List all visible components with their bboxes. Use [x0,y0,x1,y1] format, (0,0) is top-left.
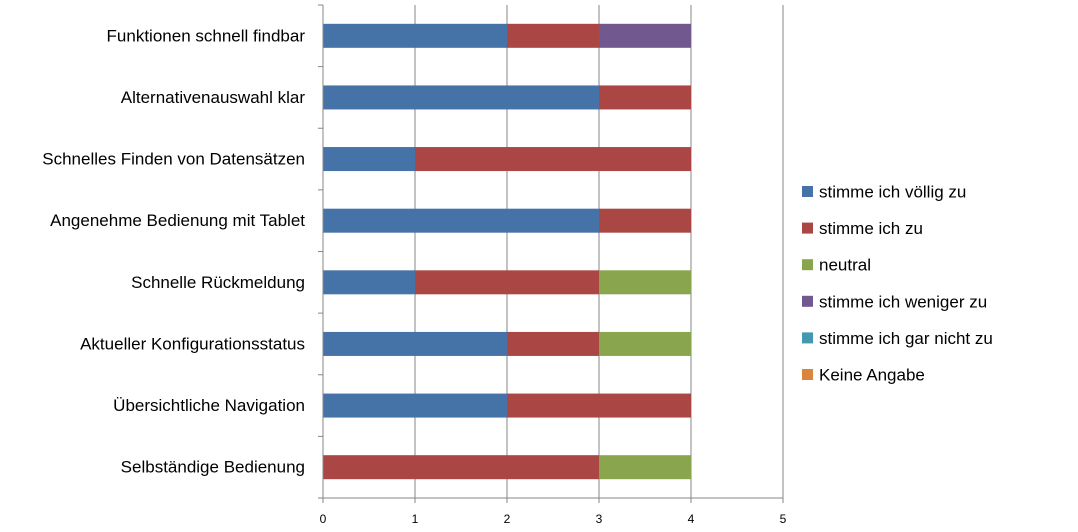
bar-segment [323,85,599,110]
bar-segment [415,147,691,172]
legend-swatch [802,186,813,197]
bar-segment [599,455,691,480]
bar-segment [323,208,599,233]
bar-segment [599,23,691,48]
bars [323,23,691,480]
category-labels: Funktionen schnell findbar Alternativenau… [42,26,305,476]
bar-segment [599,85,691,110]
bar-segment [507,23,599,48]
bar-segment [323,331,507,356]
bar-segment [323,270,415,295]
category-label: Schnelles Finden von Datensätzen [42,150,305,169]
legend-swatch [802,259,813,271]
bar-segment [323,23,507,48]
category-label: Alternativenauswahl klar [121,88,306,107]
category-label: Funktionen schnell findbar [107,26,306,45]
x-tick-label: 3 [596,512,603,526]
legend-label: stimme ich gar nicht zu [819,329,993,348]
legend-label: stimme ich völlig zu [819,183,966,202]
legend-swatch [802,332,813,344]
bar-segment [323,455,599,480]
legend-label: stimme ich weniger zu [819,292,987,311]
x-tick-label: 1 [412,512,419,526]
x-tick-labels: 0 1 2 3 4 5 [320,512,787,526]
x-tick-label: 2 [504,512,511,526]
bar-segment [599,208,691,233]
legend-swatch [802,295,813,307]
gridlines [414,5,784,498]
category-label: Aktueller Konfigurationsstatus [80,334,305,353]
legend-label: neutral [819,256,871,275]
bar-segment [599,331,691,356]
axes [318,4,784,503]
bar-segment [507,393,691,418]
x-tick-label: 4 [688,512,695,526]
x-tick-label: 5 [780,512,787,526]
bar-segment [323,393,507,418]
category-label: Übersichtliche Navigation [113,396,305,415]
bar-segment [415,270,599,295]
legend-label: stimme ich zu [819,219,923,238]
legend: stimme ich völlig zu stimme ich zu neutral… [802,183,993,385]
legend-label: Keine Angabe [819,366,925,385]
legend-swatch [802,222,813,234]
legend-swatch [802,369,813,380]
category-label: Selbständige Bedienung [121,458,305,477]
x-tick-label: 0 [320,512,327,526]
bar-segment [599,270,691,295]
bar-segment [323,147,415,172]
bar-segment [507,331,599,356]
category-label: Schnelle Rückmeldung [131,273,305,292]
category-label: Angenehme Bedienung mit Tablet [50,211,305,230]
